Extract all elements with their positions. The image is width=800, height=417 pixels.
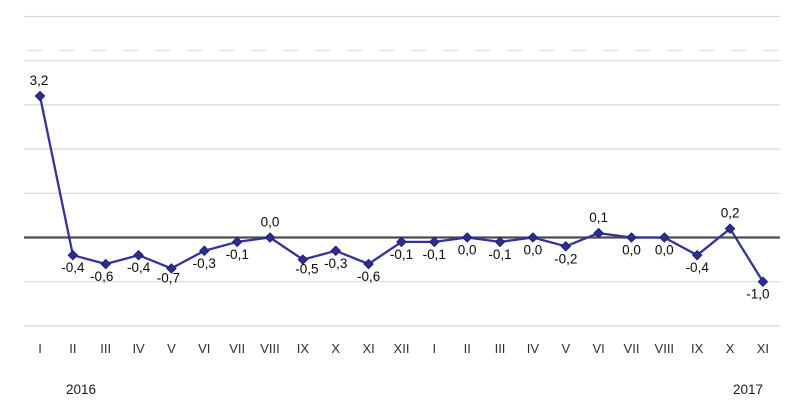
data-point-marker <box>429 236 440 248</box>
data-point-label: 0,2 <box>721 206 740 221</box>
year-label: 2016 <box>66 382 96 397</box>
x-tick-label: VIII <box>655 341 675 356</box>
data-point-marker <box>198 245 210 257</box>
data-point-marker <box>659 232 670 243</box>
data-point-label: -0,4 <box>61 260 85 275</box>
data-point-label: -0,3 <box>324 256 347 271</box>
x-tick-label: V <box>561 341 570 356</box>
x-tick-label: I <box>432 341 436 356</box>
x-tick-label: I <box>38 341 42 356</box>
data-point-marker <box>264 232 276 243</box>
data-point-marker <box>494 236 506 248</box>
x-tick-label: X <box>331 341 340 356</box>
data-point-marker <box>593 227 604 239</box>
x-tick-label: XII <box>394 341 410 356</box>
data-point-label: -0,7 <box>157 270 180 285</box>
data-point-label: -0,6 <box>90 269 113 284</box>
data-point-label: -1,0 <box>746 287 769 302</box>
data-point-marker <box>724 223 736 234</box>
data-point-marker <box>396 236 407 248</box>
x-tick-label: IX <box>297 341 310 356</box>
data-point-marker <box>757 276 769 288</box>
x-tick-label: XI <box>362 341 374 356</box>
x-tick-label: VI <box>198 341 210 356</box>
data-point-label: 3,2 <box>30 73 49 88</box>
data-point-marker <box>34 90 46 102</box>
data-point-marker <box>67 249 79 261</box>
data-point-marker <box>461 232 473 243</box>
data-point-label: -0,4 <box>686 260 710 275</box>
year-label: 2017 <box>733 382 763 397</box>
data-point-label: 0,0 <box>622 243 641 258</box>
x-tick-label: X <box>726 341 735 356</box>
x-tick-label: II <box>464 341 471 356</box>
data-point-label: -0,1 <box>226 247 249 262</box>
x-tick-label: VII <box>624 341 640 356</box>
data-point-marker <box>363 258 374 270</box>
x-tick-label: IX <box>691 341 704 356</box>
x-tick-label: III <box>100 341 111 356</box>
x-tick-label: III <box>495 341 506 356</box>
data-point-marker <box>100 258 112 270</box>
data-point-marker <box>691 249 703 261</box>
data-point-marker <box>626 232 637 243</box>
data-point-label: -0,5 <box>295 262 318 277</box>
data-point-label: 0,0 <box>261 215 280 230</box>
data-point-label: -0,2 <box>554 251 577 266</box>
x-tick-label: IV <box>527 341 540 356</box>
data-point-label: -0,3 <box>193 256 216 271</box>
x-tick-label: XI <box>757 341 769 356</box>
data-point-label: 0,0 <box>458 243 477 258</box>
data-point-marker <box>560 241 572 252</box>
data-point-label: -0,6 <box>357 269 380 284</box>
data-point-marker <box>297 254 309 265</box>
x-tick-label: VI <box>592 341 604 356</box>
x-tick-label: IV <box>132 341 145 356</box>
data-point-marker <box>330 245 342 257</box>
data-point-marker <box>527 232 539 243</box>
data-point-label: 0,0 <box>655 243 674 258</box>
data-point-label: -0,1 <box>423 247 446 262</box>
x-tick-label: V <box>167 341 176 356</box>
x-tick-label: VII <box>229 341 245 356</box>
data-point-label: -0,1 <box>390 247 413 262</box>
data-point-label: -0,1 <box>488 247 511 262</box>
data-point-marker <box>133 249 144 261</box>
x-tick-label: II <box>69 341 76 356</box>
data-point-marker <box>231 236 243 248</box>
data-point-label: -0,4 <box>127 260 151 275</box>
x-tick-label: VIII <box>260 341 280 356</box>
data-point-label: 0,1 <box>589 210 608 225</box>
data-point-label: 0,0 <box>524 243 543 258</box>
data-point-marker <box>166 263 177 274</box>
